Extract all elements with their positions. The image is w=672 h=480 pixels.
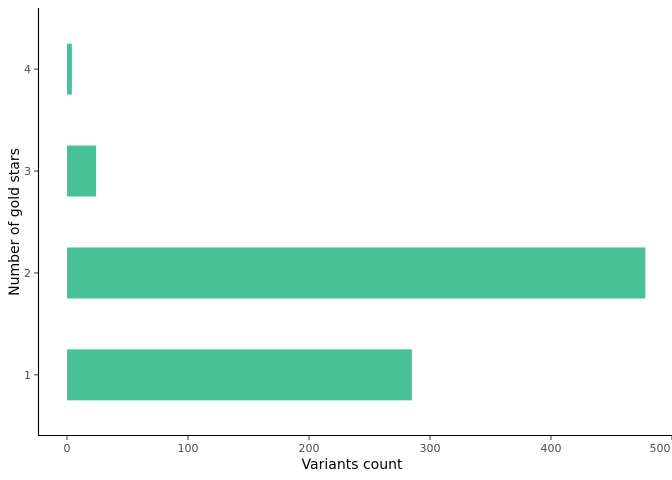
x-tick-label: 0 [64, 442, 71, 455]
x-tick-label: 200 [299, 442, 320, 455]
y-tick-label: 1 [24, 369, 31, 382]
y-tick-label: 2 [24, 267, 31, 280]
y-tick-label: 3 [24, 165, 31, 178]
x-tick-label: 100 [178, 442, 199, 455]
bar-3 [67, 145, 97, 197]
x-axis-ticks: 0 100 200 300 400 500 [64, 436, 672, 455]
y-axis-ticks: 1 2 3 4 [24, 63, 38, 382]
bar-4 [67, 43, 72, 95]
bars-group [67, 43, 646, 401]
bar-1 [67, 349, 412, 401]
x-tick-label: 500 [650, 442, 671, 455]
x-axis-title: Variants count [302, 457, 403, 473]
bar-2 [67, 247, 646, 299]
y-tick-label: 4 [24, 63, 31, 76]
y-axis-title: Number of gold stars [7, 148, 23, 296]
x-tick-label: 300 [420, 442, 441, 455]
x-tick-label: 400 [541, 442, 562, 455]
